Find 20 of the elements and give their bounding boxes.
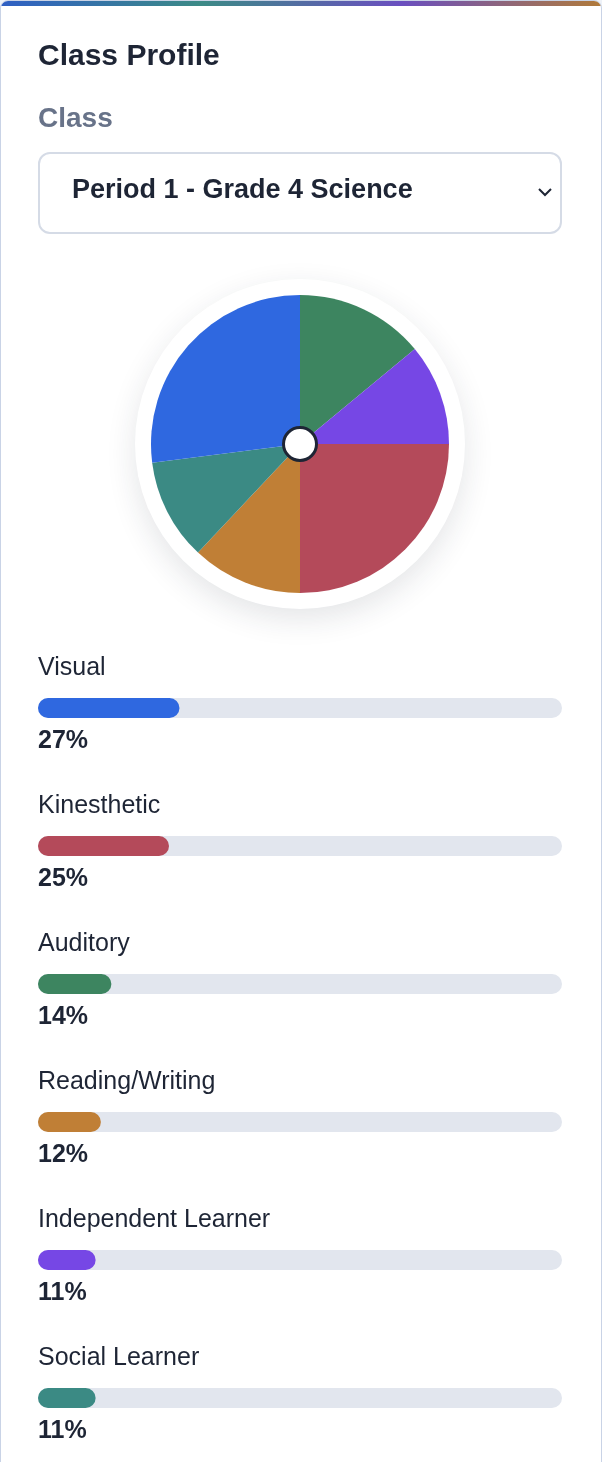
text: Period 1 - Grade 4 Science (72, 174, 413, 205)
data-label: 11% (38, 1415, 87, 1443)
y-tick-label: Auditory (38, 927, 130, 957)
y-tick-label: Social Learner (38, 1341, 200, 1371)
data-label: 14% (38, 1001, 89, 1029)
data-label: 27% (38, 725, 89, 753)
data-label: 12% (38, 1139, 89, 1167)
bar (38, 974, 112, 994)
bar (38, 836, 169, 856)
pie-slice (151, 295, 300, 463)
bar (38, 698, 180, 718)
y-tick-label: Reading/Writing (38, 1065, 216, 1095)
y-tick-label: Independent Learner (38, 1203, 271, 1233)
chart-title: Class Profile (38, 38, 220, 72)
pie-slice (300, 444, 449, 593)
y-tick-label: Visual (38, 651, 106, 681)
data-label: 11% (38, 1277, 87, 1305)
text: Class (38, 102, 113, 134)
data-label: 25% (38, 863, 89, 891)
y-tick-label: Kinesthetic (38, 789, 161, 819)
